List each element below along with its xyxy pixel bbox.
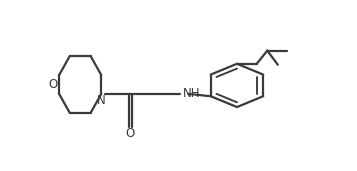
- Text: NH: NH: [183, 87, 201, 100]
- Text: O: O: [126, 127, 135, 140]
- Text: N: N: [97, 94, 106, 107]
- Text: O: O: [48, 78, 57, 91]
